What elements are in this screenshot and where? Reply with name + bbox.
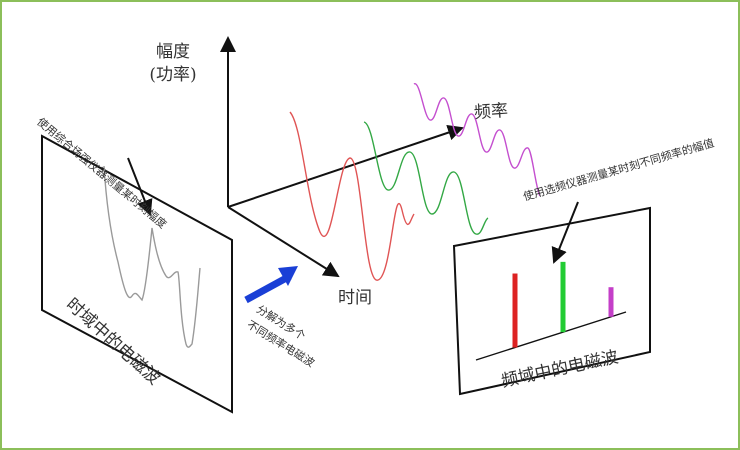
frequency-domain-panel	[452, 206, 651, 396]
frequency-axis-label: 频率	[473, 100, 509, 124]
spectrum-baseline	[475, 311, 627, 361]
red-wave	[289, 111, 415, 281]
spectrum-bar-low-frequency	[512, 273, 518, 348]
frequency-axis	[227, 124, 464, 208]
time-domain-panel	[41, 134, 233, 414]
amplitude-axis-label: 幅度 (功率)	[138, 44, 208, 84]
spectrum-bars	[512, 261, 614, 348]
amplitude-axis-label-main: 幅度	[156, 42, 190, 62]
spectrum-bar-high-frequency	[608, 287, 614, 317]
spectrum-bar-mid-frequency	[560, 261, 566, 333]
green-wave	[363, 121, 489, 235]
time-axis	[227, 206, 340, 278]
time-domain-pointer-arrow	[127, 157, 153, 216]
magenta-wave	[413, 83, 541, 197]
time-axis-label: 时间	[338, 288, 372, 308]
decompose-arrow	[244, 272, 292, 304]
time-domain-waveform	[103, 165, 201, 348]
decompose-arrowhead	[278, 266, 298, 286]
frequency-domain-pointer-arrow	[551, 201, 579, 264]
amplitude-axis-label-paren: (功率)	[149, 65, 197, 85]
